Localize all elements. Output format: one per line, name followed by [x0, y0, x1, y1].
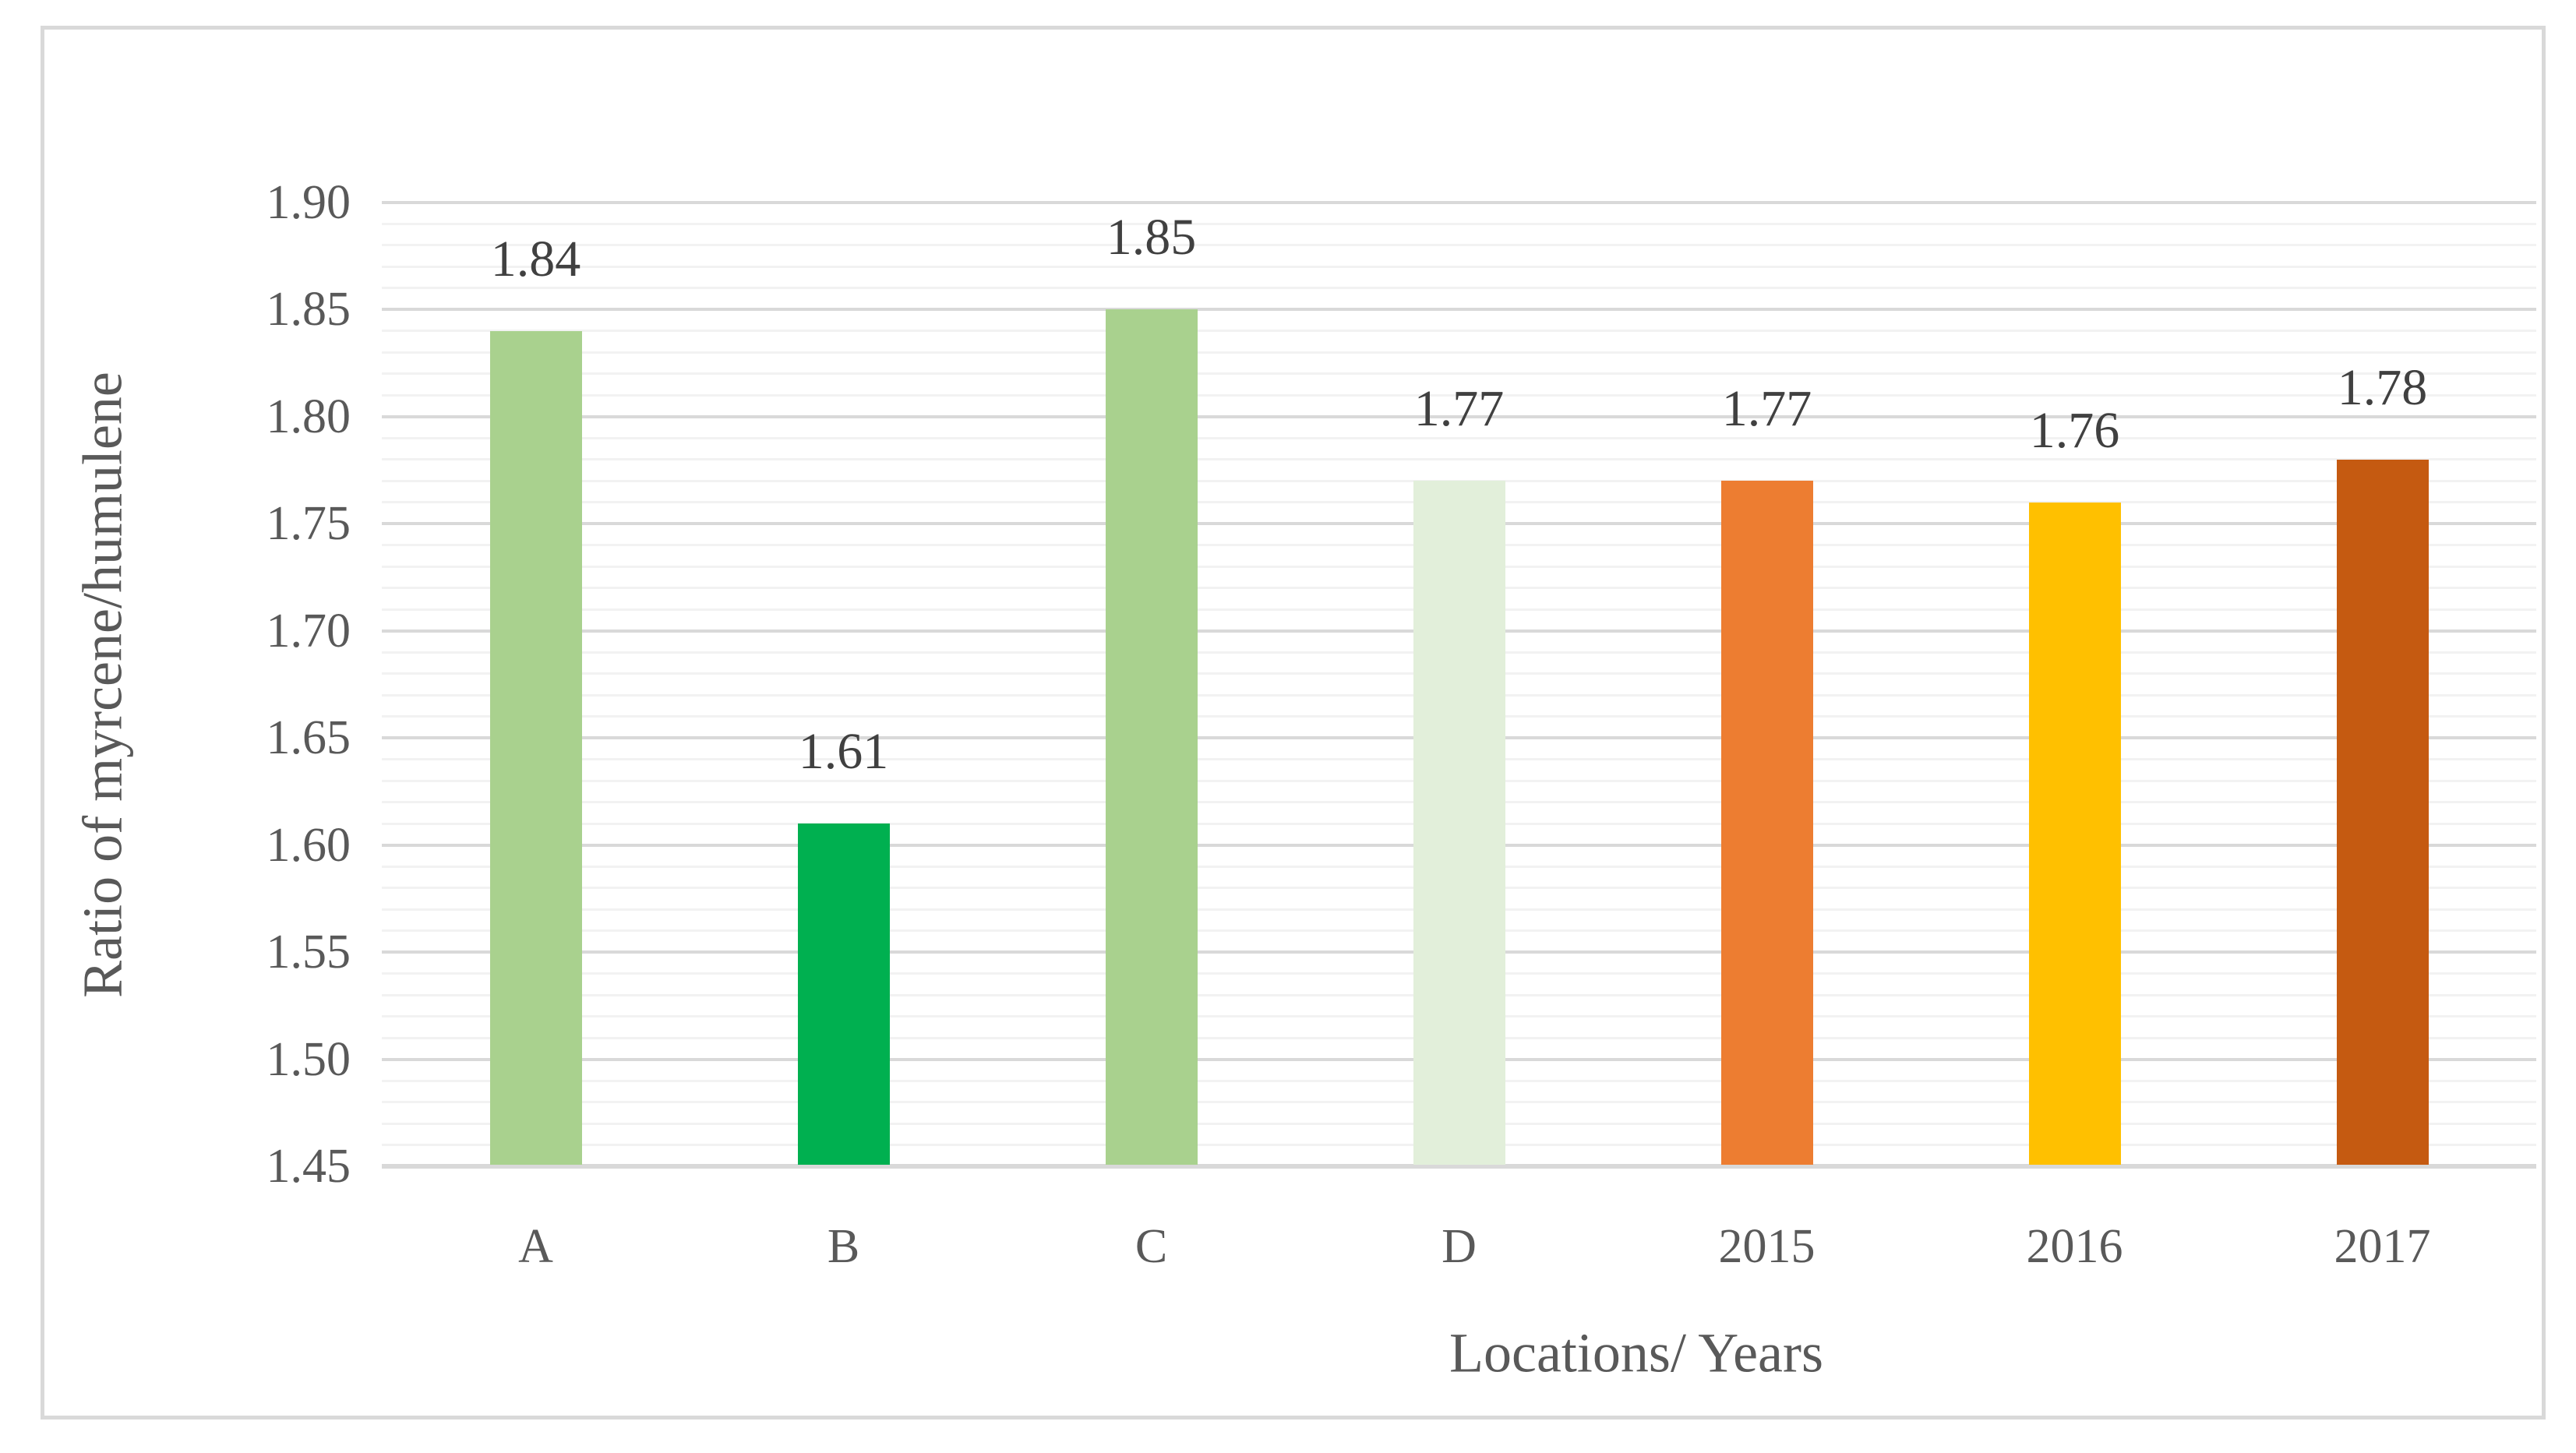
minor-gridline [382, 330, 2536, 333]
y-tick-label: 1.75 [266, 497, 351, 551]
y-tick-label: 1.90 [266, 176, 351, 229]
y-tick-label: 1.85 [266, 283, 351, 337]
bar-2016 [2028, 502, 2121, 1165]
minor-gridline [382, 244, 2536, 247]
major-gridline [382, 308, 2536, 312]
bar-A [489, 330, 582, 1165]
bar-2015 [1720, 481, 1813, 1165]
minor-gridline [382, 372, 2536, 376]
x-tick-label: 2017 [2334, 1220, 2431, 1273]
bar-value-label: 1.61 [798, 723, 889, 781]
y-tick-label: 1.60 [266, 818, 351, 872]
minor-gridline [382, 436, 2536, 439]
minor-gridline [382, 222, 2536, 225]
bar-value-label: 1.84 [490, 230, 581, 287]
bar-value-label: 1.77 [1413, 380, 1505, 438]
bar-value-label: 1.78 [2337, 358, 2428, 416]
bar-value-label: 1.85 [1106, 209, 1197, 266]
y-tick-label: 1.80 [266, 390, 351, 443]
bar-B [797, 823, 890, 1165]
y-tick-label: 1.55 [266, 926, 351, 979]
y-tick-label: 1.45 [266, 1140, 351, 1193]
x-axis-title: Locations/ Years [1449, 1321, 1823, 1384]
y-tick-label: 1.65 [266, 711, 351, 765]
bar-value-label: 1.76 [2029, 401, 2120, 459]
x-axis-line [382, 1164, 2536, 1169]
minor-gridline [382, 458, 2536, 461]
minor-gridline [382, 351, 2536, 354]
x-tick-label: C [1134, 1220, 1168, 1273]
major-gridline [382, 201, 2536, 204]
x-tick-label: D [1442, 1220, 1477, 1273]
major-gridline [382, 414, 2536, 418]
bar-2017 [2336, 459, 2429, 1165]
bar-C [1105, 309, 1198, 1165]
minor-gridline [382, 287, 2536, 290]
y-axis-title: Ratio of myrcene/humulene [71, 371, 134, 998]
chart-outer-border [41, 26, 2546, 1419]
x-tick-label: 2015 [1718, 1220, 1816, 1273]
x-tick-label: 2016 [2026, 1220, 2123, 1273]
y-tick-label: 1.50 [266, 1032, 351, 1086]
minor-gridline [382, 393, 2536, 397]
x-tick-label: B [827, 1220, 860, 1273]
bar-D [1413, 481, 1505, 1165]
minor-gridline [382, 265, 2536, 268]
x-tick-label: A [518, 1220, 553, 1273]
bar-value-label: 1.77 [1721, 380, 1812, 438]
y-tick-label: 1.70 [266, 604, 351, 658]
